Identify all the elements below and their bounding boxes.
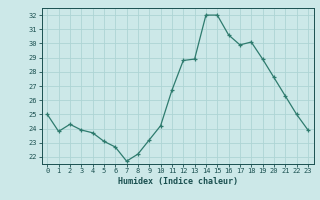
X-axis label: Humidex (Indice chaleur): Humidex (Indice chaleur): [118, 177, 237, 186]
